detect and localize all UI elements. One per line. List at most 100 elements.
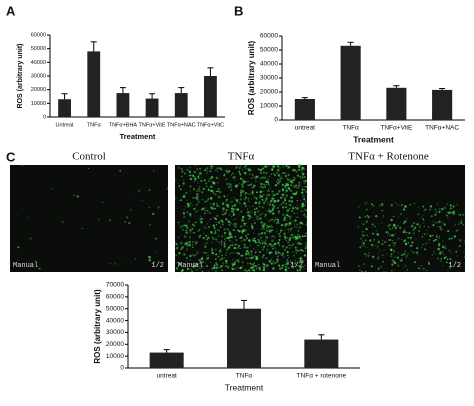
speckle: [269, 188, 272, 190]
speckle: [413, 222, 415, 225]
speckle: [260, 222, 262, 224]
speckle: [296, 204, 298, 206]
speckle: [255, 197, 258, 199]
speckle: [265, 197, 268, 200]
speckle: [404, 205, 407, 208]
speckle: [272, 212, 274, 215]
speckle: [193, 207, 196, 210]
speckle: [427, 261, 430, 264]
speckle: [445, 256, 447, 258]
speckle: [271, 239, 274, 242]
speckle: [397, 237, 400, 240]
speckle: [189, 166, 191, 169]
speckle: [211, 267, 214, 270]
speckle: [279, 205, 281, 207]
speckle: [202, 225, 204, 227]
speckle: [119, 169, 122, 172]
speckle: [288, 203, 290, 205]
speckle: [237, 252, 241, 255]
speckle: [263, 165, 267, 168]
speckle: [198, 230, 200, 232]
speckle: [239, 236, 243, 239]
panel-label: C: [6, 149, 16, 164]
speckle: [258, 201, 261, 204]
speckle: [390, 218, 393, 222]
speckle: [266, 224, 269, 227]
speckle: [370, 203, 373, 205]
speckle: [271, 240, 273, 242]
speckle: [235, 223, 237, 225]
speckle: [298, 206, 300, 208]
speckle: [259, 266, 262, 268]
speckle: [186, 267, 190, 270]
speckle: [194, 171, 197, 173]
speckle: [305, 216, 308, 218]
speckle: [463, 255, 467, 258]
speckle: [270, 251, 273, 254]
error-bar: [119, 87, 126, 94]
speckle: [372, 255, 375, 258]
speckle: [215, 221, 217, 223]
speckle: [188, 229, 190, 231]
speckle: [183, 184, 185, 186]
speckle: [272, 193, 274, 195]
speckle: [266, 252, 268, 254]
speckle: [291, 210, 293, 212]
speckle: [250, 184, 252, 187]
speckle: [271, 246, 273, 248]
speckle: [295, 185, 298, 188]
x-tick-label: TNFα + rotenone: [297, 373, 347, 380]
speckle: [270, 231, 272, 233]
speckle: [191, 264, 194, 266]
speckle: [185, 206, 187, 208]
speckle: [257, 169, 259, 171]
speckle: [260, 247, 263, 249]
speckle: [393, 244, 396, 247]
speckle: [177, 207, 179, 209]
speckle: [288, 199, 291, 203]
speckle: [421, 216, 423, 218]
speckle: [456, 255, 458, 257]
speckle: [148, 207, 151, 209]
speckle: [463, 207, 465, 209]
speckle: [182, 195, 186, 198]
speckle: [283, 248, 286, 251]
speckle: [303, 210, 305, 213]
speckle: [259, 236, 262, 239]
speckle: [400, 203, 403, 206]
y-tick-label: 40000: [106, 317, 124, 324]
speckle: [191, 243, 194, 246]
speckle: [266, 195, 268, 197]
speckle: [259, 194, 262, 197]
speckle: [197, 188, 200, 191]
speckle: [463, 251, 465, 253]
speckle: [428, 262, 431, 265]
speckle: [218, 177, 220, 179]
speckle: [362, 230, 364, 233]
speckle: [214, 229, 217, 232]
speckle: [394, 256, 396, 258]
speckle: [243, 193, 245, 196]
speckle: [357, 206, 360, 208]
speckle: [175, 243, 178, 246]
speckle: [262, 171, 266, 175]
speckle: [213, 227, 216, 230]
speckle: [196, 249, 198, 252]
speckle: [434, 213, 437, 216]
speckle: [298, 168, 301, 172]
speckle: [399, 259, 401, 261]
speckle: [265, 257, 268, 260]
speckle: [449, 204, 452, 207]
speckle: [305, 232, 308, 235]
speckle: [219, 253, 221, 255]
speckle: [184, 243, 186, 245]
speckle: [230, 235, 233, 239]
speckle: [442, 240, 444, 242]
speckle: [278, 167, 280, 169]
speckle: [202, 261, 204, 263]
speckle: [291, 233, 294, 237]
speckle: [266, 248, 269, 251]
speckle: [201, 270, 204, 273]
speckle: [363, 243, 366, 245]
speckle: [267, 178, 269, 181]
